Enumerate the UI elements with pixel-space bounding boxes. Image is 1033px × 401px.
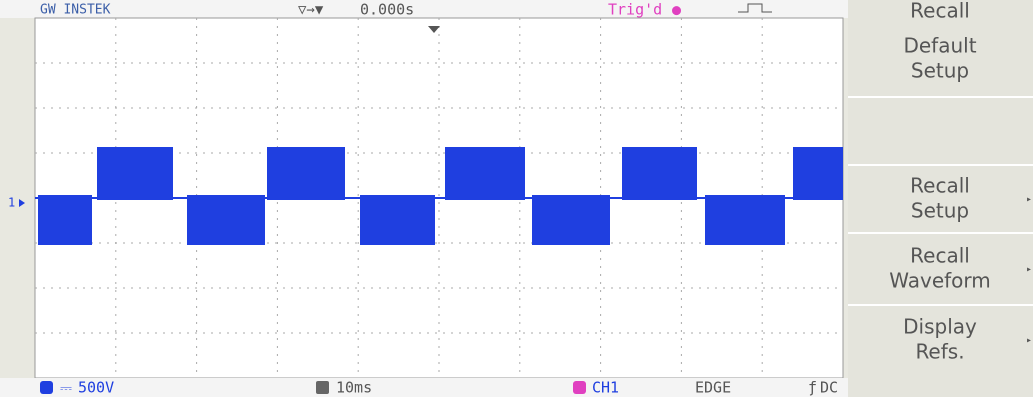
menu-line[interactable]: Refs.: [915, 340, 964, 364]
wave-block: [97, 147, 173, 200]
menu-arrow: ▸: [1026, 264, 1032, 275]
menu-arrow: ▸: [1026, 194, 1032, 205]
channel-marker: 1: [8, 196, 15, 210]
slope-icon: ƒ: [808, 379, 817, 397]
menu-line[interactable]: Display: [903, 315, 977, 339]
wave-block: [532, 195, 610, 245]
trig-badge: [573, 381, 586, 394]
wave-block: [622, 147, 697, 200]
menu-line[interactable]: Recall: [910, 174, 970, 198]
time-div: 10ms: [336, 379, 372, 397]
wave-block: [187, 195, 265, 245]
wave-block: [445, 147, 525, 200]
time-position: 0.000s: [360, 1, 414, 19]
wave-block: [38, 195, 92, 245]
run-icons: ▽→▼: [298, 2, 324, 18]
coupling: DC: [820, 379, 838, 397]
menu-line[interactable]: Setup: [911, 59, 969, 83]
ch1-badge: [40, 381, 53, 394]
wave-block: [360, 195, 435, 245]
m-badge: [316, 381, 329, 394]
menu-title: Recall: [910, 0, 970, 23]
wave-block: [793, 147, 843, 200]
menu-arrow: ▸: [1026, 335, 1032, 346]
trigger-source: CH1: [592, 379, 619, 397]
menu-line[interactable]: Waveform: [889, 269, 991, 293]
trigger-type: EDGE: [695, 379, 731, 397]
wave-block: [267, 147, 345, 200]
top-bar: [0, 0, 848, 18]
menu-line[interactable]: Recall: [910, 244, 970, 268]
dc-icon: ⎓: [60, 379, 72, 397]
trigger-status: Trig'd: [608, 1, 662, 19]
volts-div: 500V: [78, 379, 114, 397]
menu-line[interactable]: Default: [903, 34, 976, 58]
brand: GW INSTEK: [40, 3, 111, 18]
menu-line[interactable]: Setup: [911, 199, 969, 223]
scope-screen: GW INSTEK ▽→▼ 0.000s Trig'd ● 1 ⎓ 500V 1…: [0, 0, 1033, 397]
wave-block: [705, 195, 785, 245]
trigger-icon: ●: [672, 1, 681, 19]
